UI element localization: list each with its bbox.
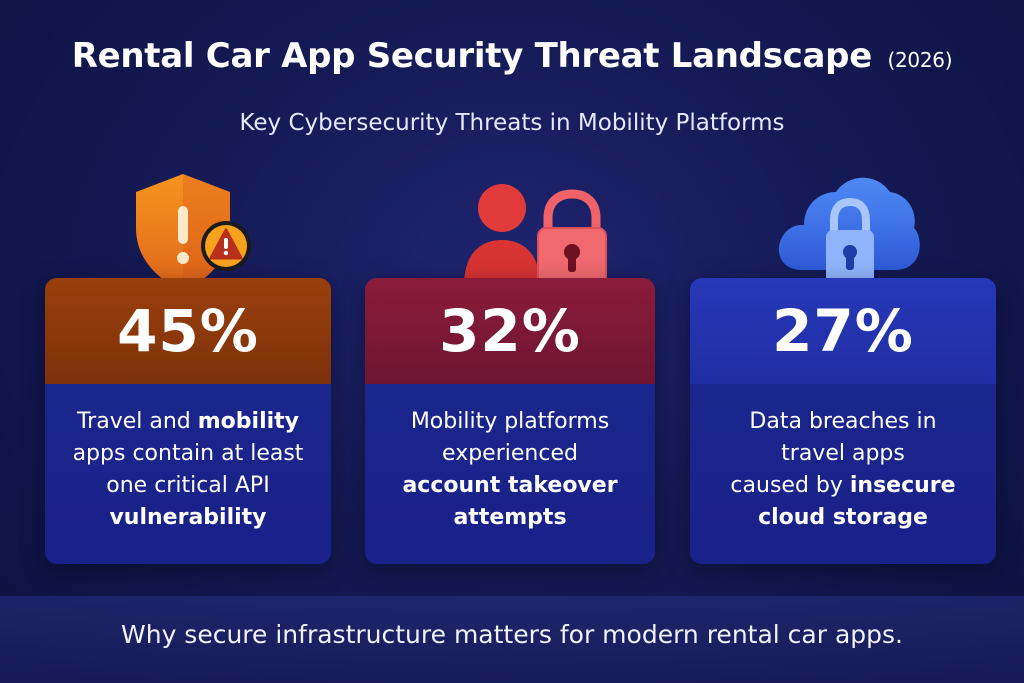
desc-line: experienced xyxy=(442,440,578,466)
cloud-lock-icon xyxy=(778,177,920,286)
stat-description: Travel and mobility apps contain at leas… xyxy=(45,384,331,534)
desc-line: Travel and mobility xyxy=(76,409,300,434)
stat-value: 27% xyxy=(690,278,996,384)
stat-value: 32% xyxy=(365,278,655,384)
stat-description: Data breaches in travel apps caused by i… xyxy=(690,384,996,534)
user-lock-icon xyxy=(464,184,607,287)
stat-value: 45% xyxy=(45,278,331,384)
desc-line: vulnerability xyxy=(109,504,267,530)
desc-line: Mobility platforms xyxy=(410,409,610,434)
title-text: Rental Car App Security Threat Landscape xyxy=(71,36,872,76)
desc-line: caused by insecure xyxy=(730,472,956,498)
footer-text: Why secure infrastructure matters for mo… xyxy=(121,620,903,649)
footer-band xyxy=(0,596,1024,683)
desc-line: attempts xyxy=(453,504,567,530)
desc-line: one critical API xyxy=(106,472,270,498)
page-title: Rental Car App Security Threat Landscape… xyxy=(0,36,1024,76)
desc-line: apps contain at least xyxy=(72,440,304,466)
desc-line: Data breaches in xyxy=(749,409,937,434)
page-subtitle: Key Cybersecurity Threats in Mobility Pl… xyxy=(239,110,785,136)
stat-card-account-takeover: 32% Mobility platforms experienced accou… xyxy=(365,278,655,564)
title-year: (2026) xyxy=(887,48,953,72)
stat-description: Mobility platforms experienced account t… xyxy=(365,384,655,534)
desc-line: cloud storage xyxy=(758,504,928,530)
desc-line: travel apps xyxy=(781,440,905,466)
shield-warning-icon xyxy=(136,174,251,292)
stat-card-api-vulnerability: 45% Travel and mobility apps contain at … xyxy=(45,278,331,564)
desc-line: account takeover xyxy=(402,472,618,498)
stat-card-cloud-storage: 27% Data breaches in travel apps caused … xyxy=(690,278,996,564)
